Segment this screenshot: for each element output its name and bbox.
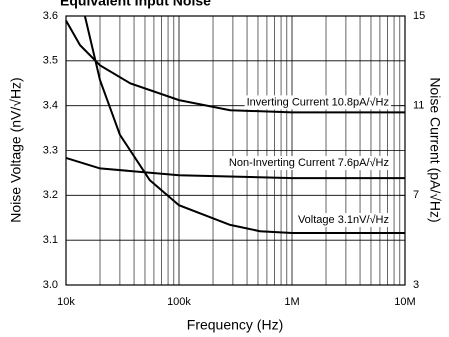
y-tick-label: 3.3 [43,144,58,156]
label-background [244,95,391,110]
y-tick-label: 3.5 [43,55,58,67]
y-tick-label: 3.2 [43,189,58,201]
curve-label: Non-Inverting Current 7.6pA/√Hz [229,157,389,169]
noise-curve [65,20,405,114]
chart-title: Equivalent Input Noise [60,0,211,9]
curve-label: Voltage 3.1nV/√Hz [298,214,389,226]
noise-curve [65,156,405,180]
y-tick-label: 3.0 [43,279,58,291]
x-tick-label: 10M [394,296,415,308]
y-axis-label: Noise Voltage (nV/√Hz) [8,77,24,222]
curve-label: Inverting Current 10.8pA/√Hz [247,96,389,108]
y2-tick-label: 7 [413,189,419,201]
y2-axis-label: Noise Current (pA/√Hz) [427,77,443,222]
label-background [226,156,391,171]
y2-tick-label: 11 [413,100,424,112]
plot-frame [65,15,406,286]
y-tick-label: 3.1 [43,234,58,246]
y-tick-label: 3.4 [43,100,58,112]
label-background [295,212,391,227]
y-tick-label: 3.6 [43,10,58,22]
x-axis-label: Frequency (Hz) [187,317,283,333]
x-tick-label: 100k [167,296,191,308]
y2-tick-label: 15 [413,10,425,22]
noise-curve [83,15,405,234]
x-tick-label: 10k [57,296,75,308]
x-tick-label: 1M [284,296,299,308]
y2-tick-label: 3 [413,279,419,291]
